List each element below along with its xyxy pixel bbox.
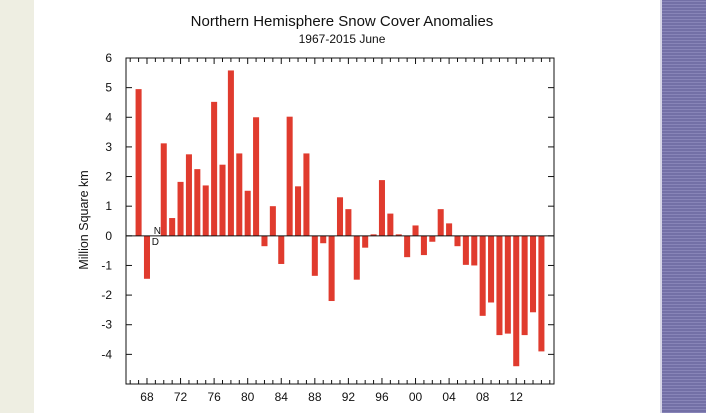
bar-1984 <box>278 235 285 264</box>
bar-1991 <box>336 197 344 236</box>
bar-2003 <box>437 209 444 236</box>
bar-1968 <box>143 235 150 279</box>
bar-2013 <box>521 235 528 336</box>
bar-1997 <box>387 213 394 236</box>
bar-1996 <box>378 180 385 236</box>
bar-1977 <box>219 164 226 236</box>
y-tick-label: -3 <box>101 318 112 332</box>
bar-1999 <box>404 235 411 258</box>
bar-2012 <box>513 235 520 367</box>
x-tick-label: 00 <box>409 390 423 404</box>
left-margin-strip <box>0 0 34 413</box>
x-tick-label: 72 <box>174 390 188 404</box>
bar-2015 <box>538 235 545 352</box>
bar-2005 <box>454 235 461 247</box>
chart-title: Northern Hemisphere Snow Cover Anomalies <box>191 13 494 30</box>
bar-1973 <box>185 154 192 236</box>
bar-1982 <box>261 235 268 247</box>
x-tick-label: 68 <box>140 390 154 404</box>
bar-2006 <box>462 235 469 265</box>
bar-2007 <box>471 235 478 266</box>
bar-1989 <box>320 235 327 244</box>
bar-1995 <box>370 234 377 236</box>
bar-2001 <box>420 235 427 256</box>
bar-1988 <box>311 235 318 276</box>
bar-2011 <box>504 235 511 334</box>
bar-1972 <box>177 181 184 236</box>
y-axis-label: Million Square km <box>77 170 91 269</box>
bar-1980 <box>244 190 251 236</box>
bar-1974 <box>194 169 201 236</box>
annotation-n: N <box>154 226 161 237</box>
bar-1975 <box>202 185 209 236</box>
bar-1998 <box>395 234 402 236</box>
bar-1983 <box>269 206 276 236</box>
bar-2009 <box>488 235 495 303</box>
bar-1971 <box>169 218 176 236</box>
y-tick-label: -4 <box>101 347 112 361</box>
bar-2010 <box>496 235 503 336</box>
bar-1979 <box>236 153 243 236</box>
x-tick-label: 80 <box>241 390 255 404</box>
bar-1985 <box>286 116 293 236</box>
y-tick-label: 4 <box>105 110 112 124</box>
y-tick-label: 3 <box>105 140 112 154</box>
bar-1981 <box>253 117 260 236</box>
y-tick-label: -2 <box>101 288 112 302</box>
x-tick-label: 12 <box>510 390 524 404</box>
right-sidebar-strip <box>662 0 706 413</box>
bar-1986 <box>295 186 302 236</box>
bar-2002 <box>429 235 436 242</box>
x-tick-label: 92 <box>342 390 356 404</box>
bar-2014 <box>530 235 537 313</box>
annotation-d: D <box>152 237 159 248</box>
bar-1987 <box>303 153 310 236</box>
y-tick-label: 5 <box>105 81 112 95</box>
x-tick-label: 76 <box>207 390 221 404</box>
x-tick-label: 84 <box>275 390 289 404</box>
y-tick-label: 6 <box>105 51 112 65</box>
y-tick-label: 0 <box>105 229 112 243</box>
bar-2004 <box>446 223 453 236</box>
bar-1967 <box>135 89 142 236</box>
bar-1978 <box>227 70 234 236</box>
chart-subtitle: 1967-2015 June <box>299 32 386 46</box>
bar-1993 <box>353 235 360 280</box>
bar-1990 <box>328 235 335 302</box>
bar-2008 <box>479 235 486 316</box>
x-tick-label: 96 <box>375 390 389 404</box>
bar-1992 <box>345 209 352 236</box>
y-tick-label: -1 <box>101 258 112 272</box>
x-tick-label: 04 <box>442 390 456 404</box>
bar-1994 <box>362 235 369 248</box>
x-tick-label: 08 <box>476 390 490 404</box>
y-tick-label: 2 <box>105 170 112 184</box>
bar-1976 <box>211 101 218 236</box>
y-tick-label: 1 <box>105 199 112 213</box>
bar-1970 <box>160 143 167 236</box>
bar-2000 <box>412 225 419 236</box>
right-edge-line <box>660 0 662 413</box>
x-tick-label: 88 <box>308 390 322 404</box>
